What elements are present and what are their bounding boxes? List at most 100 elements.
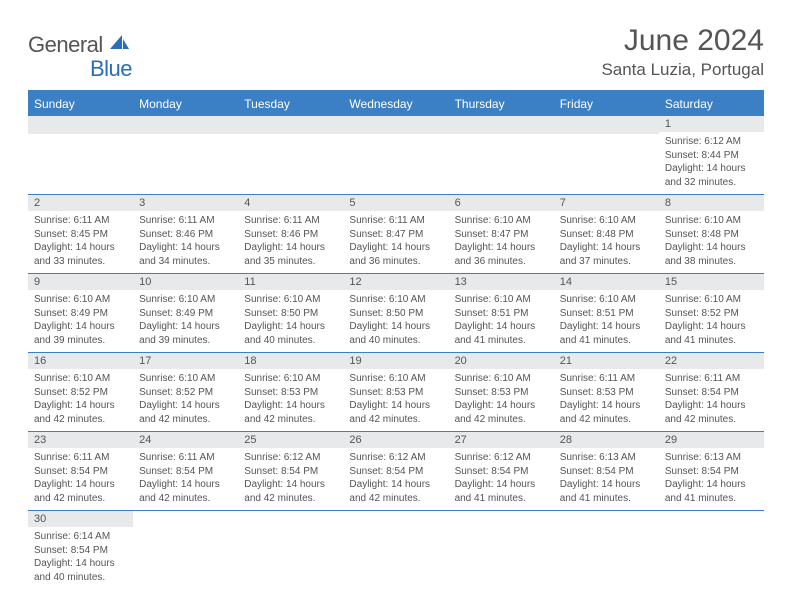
day-details: Sunrise: 6:14 AMSunset: 8:54 PMDaylight:… bbox=[28, 527, 133, 589]
day-number: 7 bbox=[554, 195, 659, 211]
day-number: 14 bbox=[554, 274, 659, 290]
day-cell: 15Sunrise: 6:10 AMSunset: 8:52 PMDayligh… bbox=[659, 274, 764, 352]
day-cell bbox=[238, 511, 343, 589]
day-details: Sunrise: 6:10 AMSunset: 8:52 PMDaylight:… bbox=[659, 290, 764, 352]
day-header-cell: Sunday bbox=[28, 92, 133, 116]
day-number: 18 bbox=[238, 353, 343, 369]
day-cell: 19Sunrise: 6:10 AMSunset: 8:53 PMDayligh… bbox=[343, 353, 448, 431]
day-details: Sunrise: 6:11 AMSunset: 8:54 PMDaylight:… bbox=[659, 369, 764, 431]
day-number: 30 bbox=[28, 511, 133, 527]
day-cell bbox=[449, 511, 554, 589]
day-details: Sunrise: 6:12 AMSunset: 8:54 PMDaylight:… bbox=[238, 448, 343, 510]
day-details: Sunrise: 6:10 AMSunset: 8:52 PMDaylight:… bbox=[28, 369, 133, 431]
day-cell bbox=[133, 511, 238, 589]
week-row: 2Sunrise: 6:11 AMSunset: 8:45 PMDaylight… bbox=[28, 195, 764, 274]
day-cell: 4Sunrise: 6:11 AMSunset: 8:46 PMDaylight… bbox=[238, 195, 343, 273]
day-details: Sunrise: 6:10 AMSunset: 8:53 PMDaylight:… bbox=[343, 369, 448, 431]
day-details: Sunrise: 6:11 AMSunset: 8:54 PMDaylight:… bbox=[133, 448, 238, 510]
logo-text-blue: Blue bbox=[90, 56, 132, 81]
day-cell bbox=[343, 116, 448, 194]
day-cell bbox=[449, 116, 554, 194]
day-number: 21 bbox=[554, 353, 659, 369]
day-details: Sunrise: 6:11 AMSunset: 8:47 PMDaylight:… bbox=[343, 211, 448, 273]
day-cell: 10Sunrise: 6:10 AMSunset: 8:49 PMDayligh… bbox=[133, 274, 238, 352]
day-cell bbox=[554, 511, 659, 589]
week-row: 23Sunrise: 6:11 AMSunset: 8:54 PMDayligh… bbox=[28, 432, 764, 511]
day-cell: 2Sunrise: 6:11 AMSunset: 8:45 PMDaylight… bbox=[28, 195, 133, 273]
day-cell: 6Sunrise: 6:10 AMSunset: 8:47 PMDaylight… bbox=[449, 195, 554, 273]
day-cell: 8Sunrise: 6:10 AMSunset: 8:48 PMDaylight… bbox=[659, 195, 764, 273]
day-cell: 30Sunrise: 6:14 AMSunset: 8:54 PMDayligh… bbox=[28, 511, 133, 589]
empty-daynum-bar bbox=[554, 116, 659, 134]
day-cell: 13Sunrise: 6:10 AMSunset: 8:51 PMDayligh… bbox=[449, 274, 554, 352]
day-details: Sunrise: 6:10 AMSunset: 8:50 PMDaylight:… bbox=[343, 290, 448, 352]
day-number: 5 bbox=[343, 195, 448, 211]
day-cell bbox=[28, 116, 133, 194]
day-cell: 12Sunrise: 6:10 AMSunset: 8:50 PMDayligh… bbox=[343, 274, 448, 352]
day-number: 16 bbox=[28, 353, 133, 369]
day-cell: 14Sunrise: 6:10 AMSunset: 8:51 PMDayligh… bbox=[554, 274, 659, 352]
day-details: Sunrise: 6:10 AMSunset: 8:51 PMDaylight:… bbox=[449, 290, 554, 352]
day-number: 22 bbox=[659, 353, 764, 369]
day-details: Sunrise: 6:13 AMSunset: 8:54 PMDaylight:… bbox=[659, 448, 764, 510]
day-number: 10 bbox=[133, 274, 238, 290]
day-number: 2 bbox=[28, 195, 133, 211]
logo-sail-icon bbox=[108, 33, 130, 58]
week-row: 9Sunrise: 6:10 AMSunset: 8:49 PMDaylight… bbox=[28, 274, 764, 353]
day-details: Sunrise: 6:12 AMSunset: 8:54 PMDaylight:… bbox=[343, 448, 448, 510]
day-cell: 28Sunrise: 6:13 AMSunset: 8:54 PMDayligh… bbox=[554, 432, 659, 510]
day-cell: 7Sunrise: 6:10 AMSunset: 8:48 PMDaylight… bbox=[554, 195, 659, 273]
day-cell: 22Sunrise: 6:11 AMSunset: 8:54 PMDayligh… bbox=[659, 353, 764, 431]
day-details: Sunrise: 6:11 AMSunset: 8:45 PMDaylight:… bbox=[28, 211, 133, 273]
calendar-page: General June 2024 Santa Luzia, Portugal … bbox=[0, 0, 792, 613]
day-cell: 3Sunrise: 6:11 AMSunset: 8:46 PMDaylight… bbox=[133, 195, 238, 273]
day-number: 19 bbox=[343, 353, 448, 369]
day-details: Sunrise: 6:10 AMSunset: 8:47 PMDaylight:… bbox=[449, 211, 554, 273]
day-cell: 27Sunrise: 6:12 AMSunset: 8:54 PMDayligh… bbox=[449, 432, 554, 510]
day-number: 26 bbox=[343, 432, 448, 448]
day-details: Sunrise: 6:10 AMSunset: 8:53 PMDaylight:… bbox=[238, 369, 343, 431]
day-header-row: SundayMondayTuesdayWednesdayThursdayFrid… bbox=[28, 92, 764, 116]
day-cell: 5Sunrise: 6:11 AMSunset: 8:47 PMDaylight… bbox=[343, 195, 448, 273]
logo: General bbox=[28, 32, 132, 58]
empty-daynum-bar bbox=[343, 116, 448, 134]
day-details: Sunrise: 6:10 AMSunset: 8:48 PMDaylight:… bbox=[659, 211, 764, 273]
day-cell bbox=[554, 116, 659, 194]
day-number: 28 bbox=[554, 432, 659, 448]
week-row: 30Sunrise: 6:14 AMSunset: 8:54 PMDayligh… bbox=[28, 511, 764, 589]
location-text: Santa Luzia, Portugal bbox=[601, 60, 764, 80]
day-number: 17 bbox=[133, 353, 238, 369]
day-number: 3 bbox=[133, 195, 238, 211]
day-details: Sunrise: 6:10 AMSunset: 8:50 PMDaylight:… bbox=[238, 290, 343, 352]
day-cell: 29Sunrise: 6:13 AMSunset: 8:54 PMDayligh… bbox=[659, 432, 764, 510]
day-cell bbox=[659, 511, 764, 589]
day-number: 1 bbox=[659, 116, 764, 132]
day-cell bbox=[238, 116, 343, 194]
day-cell: 26Sunrise: 6:12 AMSunset: 8:54 PMDayligh… bbox=[343, 432, 448, 510]
calendar-grid: SundayMondayTuesdayWednesdayThursdayFrid… bbox=[28, 90, 764, 589]
day-header-cell: Monday bbox=[133, 92, 238, 116]
day-number: 20 bbox=[449, 353, 554, 369]
day-details: Sunrise: 6:13 AMSunset: 8:54 PMDaylight:… bbox=[554, 448, 659, 510]
day-number: 13 bbox=[449, 274, 554, 290]
day-header-cell: Tuesday bbox=[238, 92, 343, 116]
day-cell: 21Sunrise: 6:11 AMSunset: 8:53 PMDayligh… bbox=[554, 353, 659, 431]
day-details: Sunrise: 6:11 AMSunset: 8:46 PMDaylight:… bbox=[133, 211, 238, 273]
day-details: Sunrise: 6:10 AMSunset: 8:49 PMDaylight:… bbox=[133, 290, 238, 352]
day-number: 25 bbox=[238, 432, 343, 448]
logo-text-blue-wrap: Blue bbox=[90, 56, 132, 82]
day-cell: 1Sunrise: 6:12 AMSunset: 8:44 PMDaylight… bbox=[659, 116, 764, 194]
day-details: Sunrise: 6:10 AMSunset: 8:53 PMDaylight:… bbox=[449, 369, 554, 431]
week-row: 16Sunrise: 6:10 AMSunset: 8:52 PMDayligh… bbox=[28, 353, 764, 432]
empty-daynum-bar bbox=[238, 116, 343, 134]
empty-daynum-bar bbox=[449, 116, 554, 134]
day-cell: 24Sunrise: 6:11 AMSunset: 8:54 PMDayligh… bbox=[133, 432, 238, 510]
day-number: 29 bbox=[659, 432, 764, 448]
day-cell: 20Sunrise: 6:10 AMSunset: 8:53 PMDayligh… bbox=[449, 353, 554, 431]
day-number: 6 bbox=[449, 195, 554, 211]
day-number: 8 bbox=[659, 195, 764, 211]
empty-daynum-bar bbox=[133, 116, 238, 134]
day-number: 27 bbox=[449, 432, 554, 448]
weeks-container: 1Sunrise: 6:12 AMSunset: 8:44 PMDaylight… bbox=[28, 116, 764, 589]
day-details: Sunrise: 6:10 AMSunset: 8:49 PMDaylight:… bbox=[28, 290, 133, 352]
